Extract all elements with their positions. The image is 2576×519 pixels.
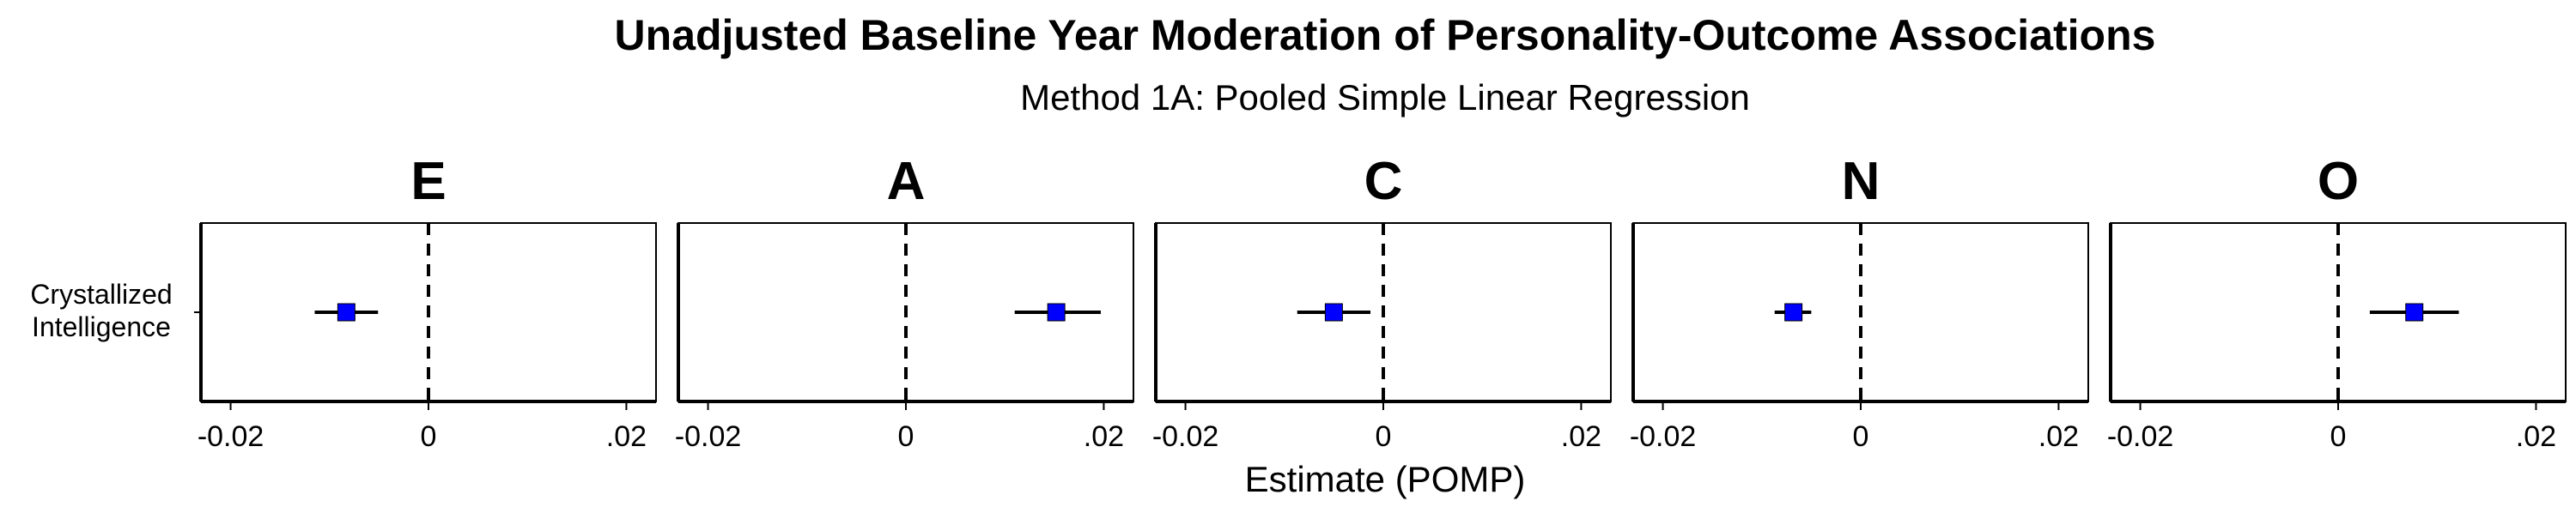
panel-o-estimate-point: [2405, 303, 2424, 322]
panel-e-estimate-point: [337, 303, 355, 322]
panel-c-estimate-point: [1324, 303, 1343, 322]
panel-o-x-tick-label: .02: [2516, 420, 2556, 453]
panel-a-estimate-point: [1047, 303, 1066, 322]
panel-n-estimate-point: [1784, 303, 1803, 322]
chart-title: Unadjusted Baseline Year Moderation of P…: [615, 11, 2156, 59]
panel-e-x-tick-label: -0.02: [197, 420, 264, 453]
panel-c-label: C: [1364, 152, 1403, 211]
panel-o-label: O: [2318, 152, 2359, 211]
panel-a-x-tick-label: .02: [1084, 420, 1124, 453]
panel-c-x-tick-label: -0.02: [1152, 420, 1219, 453]
panel-n-x-tick-label: -0.02: [1630, 420, 1697, 453]
panel-e-label: E: [410, 152, 446, 211]
panel-n-x-tick-label: 0: [1853, 420, 1869, 453]
chart-subtitle: Method 1A: Pooled Simple Linear Regressi…: [1020, 77, 1750, 118]
x-axis-label: Estimate (POMP): [1245, 459, 1526, 499]
y-tick-label: Crystallized Intelligence: [30, 279, 172, 342]
panel-a-label: A: [887, 152, 926, 211]
panel-n-x-tick-label: .02: [2038, 420, 2079, 453]
panel-a-x-tick-label: -0.02: [675, 420, 742, 453]
panels-group: Crystallized Intelligence E -0.02 0 .02 A -0.02…: [30, 152, 2567, 453]
panel-o-x-tick-label: 0: [2330, 420, 2347, 453]
panel-e-x-tick-label: .02: [606, 420, 647, 453]
panel-n-label: N: [1842, 152, 1880, 211]
panel-e-x-tick-label: 0: [421, 420, 437, 453]
panel-a-x-tick-label: 0: [898, 420, 914, 453]
panel-c-x-tick-label: 0: [1376, 420, 1392, 453]
panel-c-x-tick-label: .02: [1561, 420, 1601, 453]
panel-o-x-tick-label: -0.02: [2107, 420, 2174, 453]
